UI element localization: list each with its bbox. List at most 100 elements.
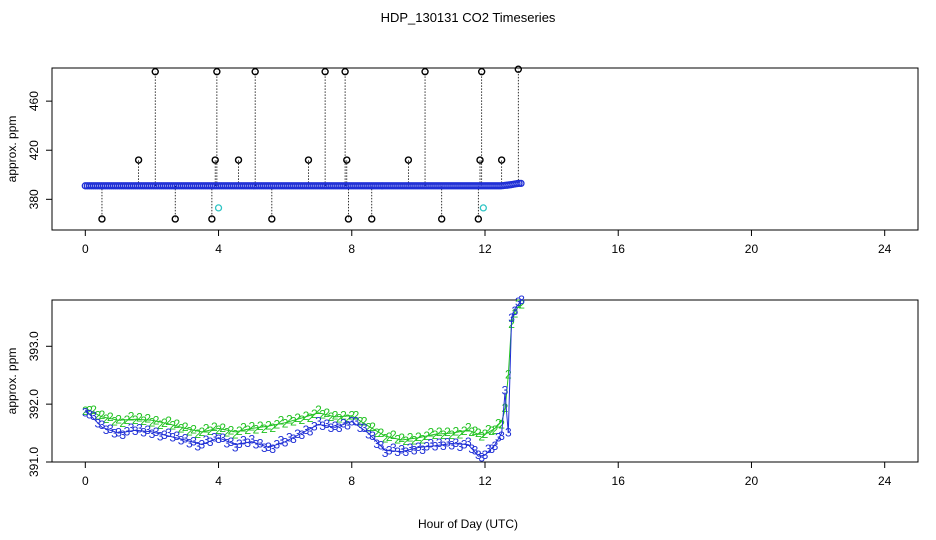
- series-marker: 3: [475, 448, 482, 462]
- series-marker: 3: [495, 430, 502, 444]
- series-marker: 3: [361, 421, 368, 435]
- series-marker: 3: [278, 433, 285, 447]
- series-marker: 2: [90, 403, 97, 417]
- series-marker: 2: [440, 428, 447, 442]
- series-marker: 2: [219, 421, 226, 435]
- series-marker: 3: [261, 441, 268, 455]
- spike-point: [171, 215, 179, 223]
- series-marker: 2: [107, 410, 114, 424]
- x-tick-label: 8: [348, 474, 355, 488]
- series-marker: 2: [398, 431, 405, 445]
- series-marker: 2: [240, 420, 247, 434]
- spike-point: [497, 156, 506, 164]
- series-marker: 3: [468, 442, 475, 456]
- spike-point: [514, 65, 523, 73]
- series-marker: 2: [294, 411, 301, 425]
- series-marker: 3: [415, 440, 422, 454]
- spike-point: [474, 215, 483, 223]
- series-marker: 3: [472, 443, 479, 457]
- series-marker: 3: [224, 436, 231, 450]
- series-marker: 3: [303, 423, 310, 437]
- series-marker: 2: [505, 368, 512, 382]
- series-marker: 3: [311, 420, 318, 434]
- series-marker: 3: [411, 444, 418, 458]
- series-marker: 2: [411, 433, 418, 447]
- series-marker: 2: [428, 425, 435, 439]
- spike-point: [268, 215, 276, 223]
- series-marker: 3: [174, 429, 181, 443]
- spike-point: [304, 156, 313, 164]
- series-marker: 3: [140, 425, 147, 439]
- spike-point: [421, 67, 429, 76]
- series-marker: 3: [332, 419, 339, 433]
- series-marker: 2: [319, 408, 326, 422]
- series-marker: 3: [294, 427, 301, 441]
- series-marker: 2: [132, 413, 139, 427]
- series-marker: 2: [478, 429, 485, 443]
- series-marker: 3: [290, 432, 297, 446]
- series-marker: 2: [290, 415, 297, 429]
- series-marker: 2: [357, 415, 364, 429]
- spike-point: [213, 67, 221, 76]
- series-marker: 3: [403, 445, 410, 459]
- x-tick-label: 12: [478, 242, 492, 256]
- spike-point: [151, 67, 159, 76]
- y-tick-label: 420: [27, 140, 41, 160]
- series-marker: 3: [149, 427, 156, 441]
- series-marker: 3: [232, 440, 239, 454]
- series-marker: 2: [336, 412, 343, 426]
- series-marker: 2: [161, 416, 168, 430]
- y-tick-label: 393.0: [27, 331, 41, 361]
- x-tick-label: 16: [612, 474, 626, 488]
- series-marker: 3: [186, 436, 193, 450]
- series-marker: 2: [228, 423, 235, 437]
- y-tick-label: 392.0: [27, 389, 41, 419]
- x-tick-label: 24: [878, 474, 892, 488]
- series-marker: 3: [165, 426, 172, 440]
- series-marker: 3: [336, 421, 343, 435]
- series-marker: 2: [82, 404, 89, 418]
- series-marker: 3: [265, 440, 272, 454]
- x-tick-label: 24: [878, 242, 892, 256]
- series-line: [84, 299, 523, 457]
- series-marker: 2: [282, 416, 289, 430]
- series-marker: 3: [485, 442, 492, 456]
- series-marker: 3: [99, 418, 106, 432]
- series-marker: 2: [344, 412, 351, 426]
- series-marker: 3: [461, 437, 468, 451]
- series-marker: 2: [361, 414, 368, 428]
- series-marker: 2: [257, 419, 264, 433]
- series-marker: 2: [178, 422, 185, 436]
- series-marker: 2: [378, 426, 385, 440]
- series-marker: 2: [502, 401, 509, 415]
- series-marker: 2: [236, 424, 243, 438]
- spike-point: [343, 156, 351, 164]
- series-marker: 3: [203, 433, 210, 447]
- y-tick-label: 391.0: [27, 447, 41, 477]
- spike-point: [234, 156, 243, 164]
- x-tick-label: 0: [82, 242, 89, 256]
- series-marker: 2: [419, 433, 426, 447]
- series-marker: 3: [207, 435, 214, 449]
- series-marker: 2: [472, 424, 479, 438]
- series-marker: 3: [132, 424, 139, 438]
- series-marker: 3: [244, 436, 251, 450]
- series-marker: 2: [492, 423, 499, 437]
- series-marker: 3: [107, 422, 114, 436]
- x-tick-label: 12: [478, 474, 492, 488]
- series-marker: 3: [90, 409, 97, 423]
- series-marker: 3: [505, 425, 512, 439]
- series-marker: 3: [365, 427, 372, 441]
- series-marker: 2: [286, 412, 293, 426]
- series-marker: 3: [398, 443, 405, 457]
- series-marker: 2: [253, 422, 260, 436]
- y-axis-label: approx. ppm: [5, 116, 19, 183]
- series-marker: 2: [386, 430, 393, 444]
- series-marker: 2: [448, 428, 455, 442]
- series-marker: 2: [436, 425, 443, 439]
- series-marker: 3: [249, 433, 256, 447]
- spike-point: [98, 215, 106, 223]
- series-marker: 3: [282, 435, 289, 449]
- series-marker: 3: [82, 406, 89, 420]
- series-marker: 2: [390, 428, 397, 442]
